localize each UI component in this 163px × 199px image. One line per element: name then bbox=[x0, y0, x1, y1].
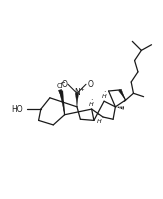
Polygon shape bbox=[119, 89, 126, 100]
Text: H: H bbox=[102, 94, 107, 99]
Text: ·: · bbox=[96, 111, 99, 120]
Text: ·: · bbox=[103, 88, 106, 97]
Text: O: O bbox=[88, 80, 94, 89]
Polygon shape bbox=[59, 91, 65, 115]
Text: ·: · bbox=[90, 96, 92, 105]
Polygon shape bbox=[75, 93, 79, 107]
Text: O: O bbox=[61, 80, 67, 89]
Text: N: N bbox=[75, 88, 80, 97]
Text: +: + bbox=[79, 87, 84, 92]
Text: HO: HO bbox=[11, 105, 23, 114]
Text: −: − bbox=[61, 79, 65, 84]
Text: H: H bbox=[89, 102, 93, 107]
Polygon shape bbox=[58, 90, 64, 102]
Text: H: H bbox=[97, 119, 102, 124]
Text: Cl: Cl bbox=[57, 83, 63, 89]
